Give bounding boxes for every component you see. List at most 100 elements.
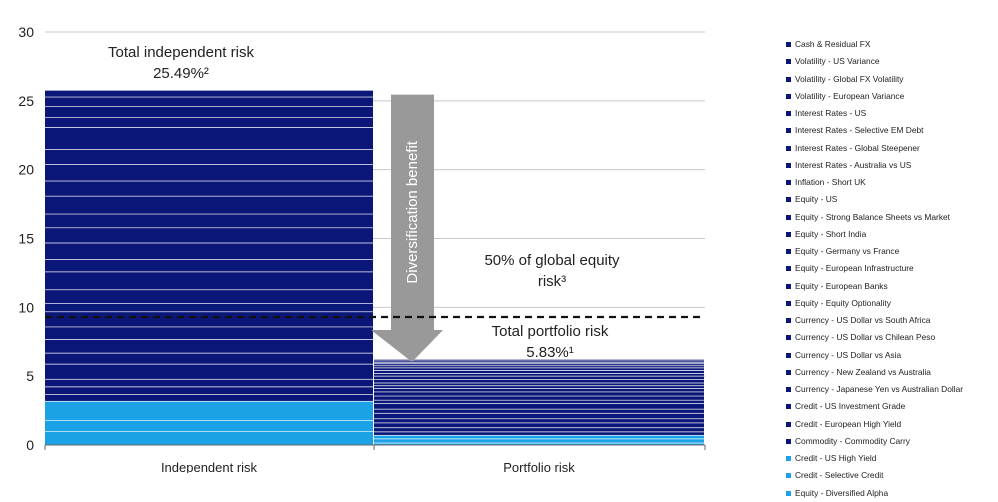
chart-area: 0 5 10 15 20 25 30 Diversification benefit Ind… <box>18 24 706 473</box>
legend-swatch <box>786 283 791 289</box>
legend-swatch <box>786 93 791 99</box>
bar-segment <box>45 326 373 339</box>
bar-segment <box>45 126 373 150</box>
legend-label: Equity - European Infrastructure <box>795 263 914 274</box>
legend-item: Commodity - Commodity Carry <box>786 433 998 450</box>
total-independent-risk-label: Total independent risk <box>108 44 254 61</box>
legend-label: Equity - Equity Optionality <box>795 297 891 308</box>
legend-item: Interest Rates - US <box>786 105 998 122</box>
legend-item: Currency - Japanese Yen vs Australian Do… <box>786 381 998 398</box>
legend-item: Credit - US Investment Grade <box>786 398 998 415</box>
legend-swatch <box>786 214 791 220</box>
legend-label: Volatility - US Variance <box>795 56 880 67</box>
legend-label: Equity - Strong Balance Sheets vs Market <box>795 211 951 222</box>
legend-label: Equity - US <box>795 194 838 205</box>
bar-segment <box>374 375 704 380</box>
bar-segment <box>374 431 704 435</box>
legend-label: Interest Rates - Australia vs US <box>795 159 912 170</box>
legend-label: Currency - New Zealand vs Australia <box>795 366 931 377</box>
y-tick-label: 15 <box>18 231 34 247</box>
legend-swatch <box>786 438 791 444</box>
legend-swatch <box>786 42 791 47</box>
bar-segment <box>374 367 704 371</box>
bar-segment <box>45 311 373 327</box>
category-labels: Independent risk Portfolio risk <box>161 460 575 473</box>
y-tick-label: 5 <box>26 368 34 384</box>
legend-swatch <box>786 266 791 272</box>
legend-label: Interest Rates - US <box>795 108 867 118</box>
legend-label: Equity - Germany vs France <box>795 246 900 256</box>
bar-segment <box>374 442 704 445</box>
legend-item: Equity - US <box>786 191 998 208</box>
bar-segment <box>45 149 373 165</box>
legend-item: Cash & Residual FX <box>786 36 998 53</box>
bar-segment <box>45 180 373 196</box>
legend-item: Credit - Selective Credit <box>786 467 998 484</box>
bar-segment <box>374 418 704 423</box>
legend-swatch <box>786 473 791 479</box>
legend-swatch <box>786 421 791 427</box>
legend-label: Credit - US Investment Grade <box>795 401 906 412</box>
legend-item: Interest Rates - Global Steepener <box>786 140 998 157</box>
bar-segment <box>45 259 373 272</box>
bar-segment <box>374 422 704 428</box>
legend-label: Currency - US Dollar vs Asia <box>795 349 902 360</box>
legend-swatch <box>786 490 791 496</box>
bar-segment <box>374 434 704 439</box>
bar-segment <box>374 403 704 409</box>
legend-item: Equity - European Infrastructure <box>786 260 998 277</box>
legend-label: Equity - Diversified Alpha <box>795 487 889 498</box>
bar-segment <box>374 408 704 413</box>
bar-segment <box>45 363 373 379</box>
bar-segment <box>45 400 373 421</box>
legend-label: Equity - European Banks <box>795 280 888 291</box>
legend-label: Currency - Japanese Yen vs Australian Do… <box>795 384 964 394</box>
legend-item: Credit - European High Yield <box>786 416 998 433</box>
category-label: Portfolio risk <box>503 460 575 473</box>
legend-swatch <box>786 59 791 65</box>
bar-segment <box>374 438 704 443</box>
bar-segment <box>45 378 373 387</box>
diversification-arrow-shape <box>371 94 443 362</box>
legend-item: Currency - US Dollar vs Chilean Peso <box>786 329 998 346</box>
total-independent-risk-value: 25.49%² <box>153 65 209 82</box>
stacked-bars <box>45 89 704 445</box>
legend-label: Commodity - Commodity Carry <box>795 435 910 446</box>
legend-item: Volatility - European Variance <box>786 88 998 105</box>
legend-item: Currency - US Dollar vs South Africa <box>786 312 998 329</box>
bar-segment <box>374 395 704 400</box>
y-tick-label: 30 <box>18 24 34 40</box>
legend-item: Equity - Germany vs France <box>786 243 998 260</box>
legend-label: Credit - Selective Credit <box>795 470 884 481</box>
y-axis-ticks: 0 5 10 15 20 25 30 <box>18 24 34 453</box>
bar-segment <box>45 394 373 401</box>
legend-swatch <box>786 456 791 461</box>
legend-label: Currency - US Dollar vs Chilean Peso <box>795 332 936 343</box>
total-portfolio-risk-value: 5.83%¹ <box>526 344 574 361</box>
legend-swatch <box>786 318 791 323</box>
legend-item: Currency - US Dollar vs Asia <box>786 347 998 364</box>
legend-label: Currency - US Dollar vs South Africa <box>795 315 931 325</box>
bar-segment <box>45 386 373 395</box>
diversification-arrow: Diversification benefit <box>371 94 443 362</box>
y-tick-label: 25 <box>18 93 34 109</box>
bar-segment <box>45 117 373 127</box>
bar-segment <box>374 373 704 376</box>
legend-label: Equity - Short India <box>795 228 867 239</box>
global-equity-risk-label: 50% of global equity <box>484 252 620 269</box>
diversification-benefit-label: Diversification benefit <box>404 140 421 283</box>
bar-segment <box>374 391 704 396</box>
legend-label: Inflation - Short UK <box>795 177 866 187</box>
y-tick-label: 20 <box>18 162 34 178</box>
bar-segment <box>45 106 373 118</box>
legend-swatch <box>786 145 791 151</box>
legend-swatch <box>786 76 791 82</box>
legend-swatch <box>786 387 791 392</box>
legend-item: Equity - European Banks <box>786 278 998 295</box>
category-label: Independent risk <box>161 460 258 473</box>
legend-item: Currency - New Zealand vs Australia <box>786 364 998 381</box>
legend-swatch <box>786 197 791 203</box>
bar-segment <box>374 365 704 368</box>
legend-item: Equity - Equity Optionality <box>786 295 998 312</box>
bar-segment <box>45 195 373 214</box>
